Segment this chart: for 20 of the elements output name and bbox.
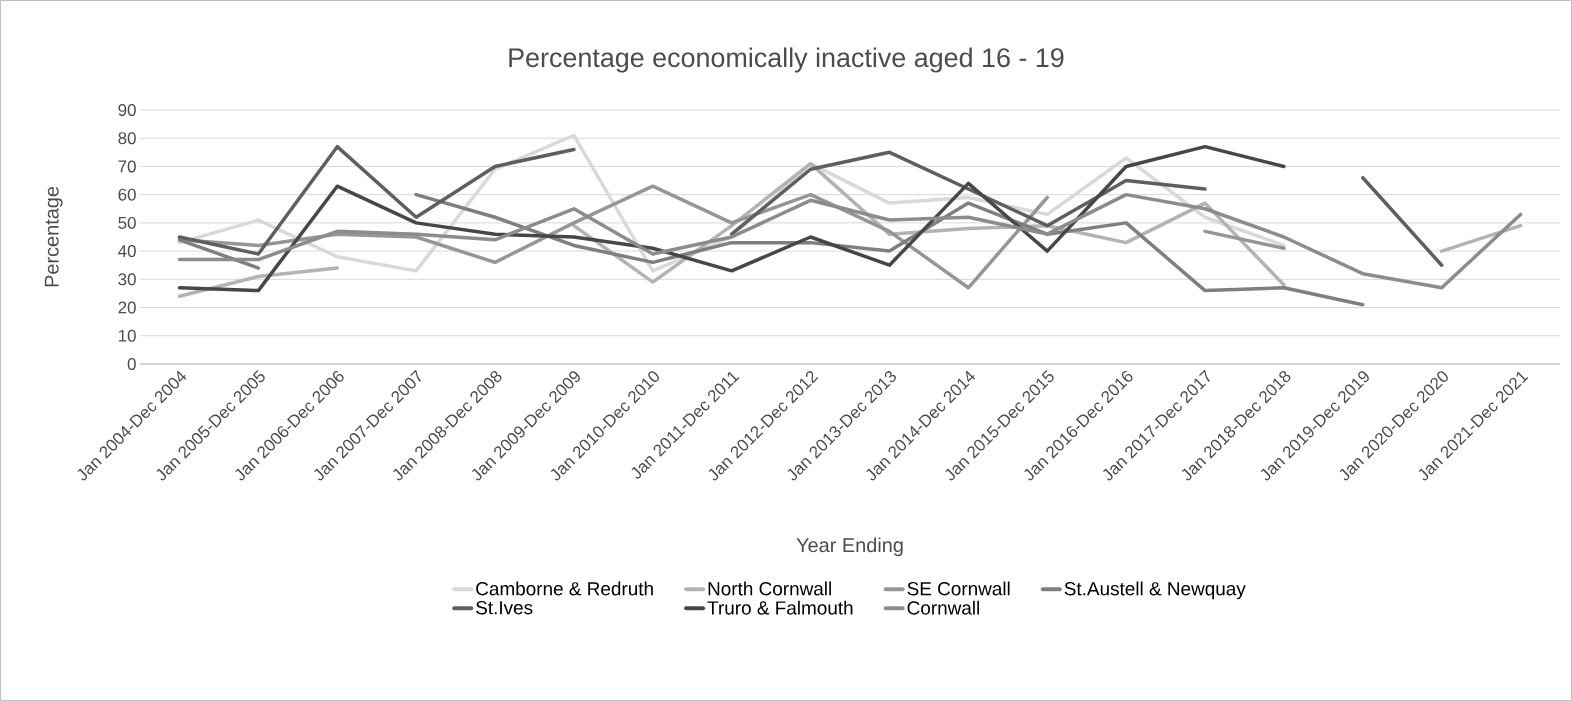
legend-label: Camborne & Redruth (476, 581, 653, 596)
legend-label: Cornwall (907, 600, 979, 615)
y-tick-label: 0 (127, 357, 136, 370)
legend-label: St.Austell & Newquay (1064, 581, 1246, 600)
chart-title: Percentage economically inactive aged 16 - 19 (509, 47, 1064, 73)
y-tick-label: 40 (118, 245, 136, 258)
legend-label: North Cornwall (708, 581, 831, 596)
y-tick-label: 10 (118, 329, 136, 342)
y-axis-title: Percentage (44, 186, 63, 287)
legend-label: St.Ives (476, 600, 533, 615)
y-tick-label: 50 (118, 216, 136, 229)
legend-label: Truro & Falmouth (707, 600, 853, 615)
y-tick-label: 30 (118, 273, 136, 286)
y-tick-label: 20 (118, 301, 136, 314)
y-tick-label: 60 (118, 188, 136, 201)
y-tick-label: 90 (118, 103, 136, 116)
y-tick-label: 80 (118, 132, 136, 145)
x-axis-title: Year Ending (796, 537, 903, 557)
legend-label: SE Cornwall (907, 581, 1010, 596)
y-tick-label: 70 (118, 160, 136, 173)
